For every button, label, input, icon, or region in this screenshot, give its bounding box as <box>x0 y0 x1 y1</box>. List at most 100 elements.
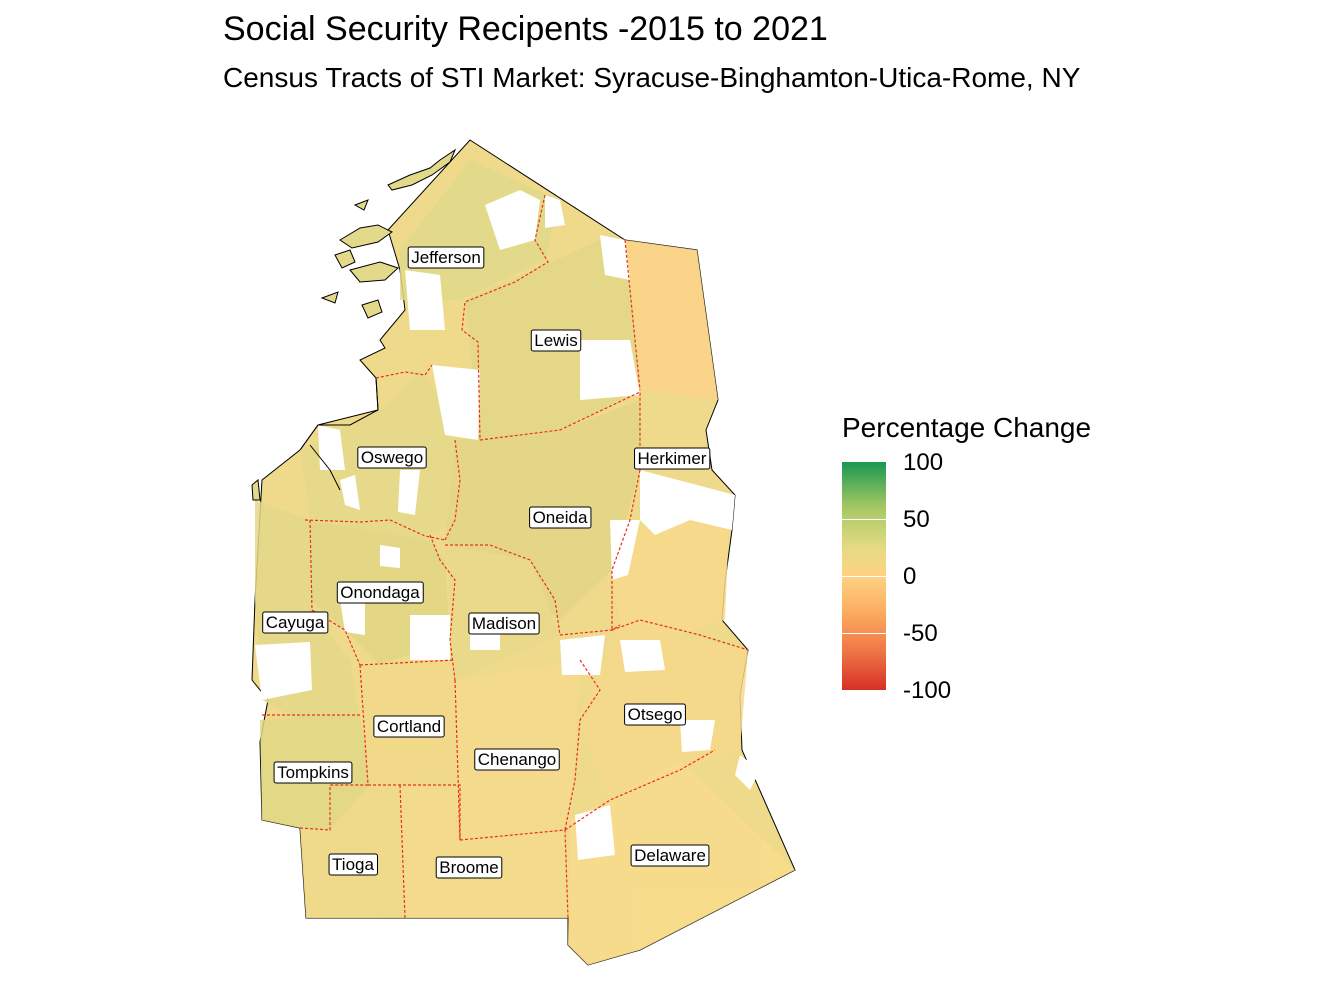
no-data-tract <box>600 235 630 280</box>
county-label-tioga: Tioga <box>328 853 378 876</box>
county-label-box <box>630 844 710 867</box>
county-label-box <box>407 246 485 269</box>
no-data-tract <box>432 365 480 440</box>
county-label-box <box>435 856 503 879</box>
legend-tickmark <box>842 576 886 577</box>
county-label-cortland: Cortland <box>373 715 445 738</box>
legend-tick-label: 50 <box>903 506 930 533</box>
county-label-text: Oswego <box>361 448 423 467</box>
tract-patch <box>400 785 568 918</box>
county-label-box <box>328 853 378 876</box>
county-label-jefferson: Jefferson <box>407 246 485 269</box>
tract-patch <box>625 240 718 400</box>
county-label-delaware: Delaware <box>630 844 710 867</box>
county-label-text: Jefferson <box>411 248 481 267</box>
shoreline-segment <box>299 377 379 451</box>
county-label-box <box>262 611 329 634</box>
border-herkimer-otsego <box>611 619 749 651</box>
island <box>349 261 399 283</box>
no-data-tract <box>640 470 735 535</box>
tract-patch <box>300 785 405 918</box>
island <box>251 479 261 501</box>
county-label-madison: Madison <box>468 612 540 635</box>
no-data-tract <box>398 470 420 515</box>
no-data-tract <box>410 615 450 660</box>
no-data-tracts <box>255 190 760 860</box>
no-data-tract <box>255 642 312 700</box>
border-jefferson-oswego <box>375 364 433 379</box>
island <box>353 199 369 211</box>
no-data-tract <box>405 270 445 330</box>
county-label-box <box>530 329 582 352</box>
county-label-lewis: Lewis <box>530 329 582 352</box>
tract-patches <box>255 160 795 965</box>
county-label-text: Cortland <box>377 717 441 736</box>
tract-patch <box>612 500 730 640</box>
county-label-broome: Broome <box>435 856 503 879</box>
county-label-text: Herkimer <box>638 449 707 468</box>
border-lewis-herkimer <box>624 239 641 391</box>
island <box>361 299 383 319</box>
no-data-tract <box>735 755 760 790</box>
island <box>387 148 457 191</box>
border-tompkins-tioga <box>299 785 331 831</box>
map-title: Social Security Recipents -2015 to 2021 <box>223 10 828 48</box>
border-cayuga-onondaga <box>309 519 361 666</box>
no-data-tract <box>470 630 500 650</box>
no-data-tract <box>485 190 540 250</box>
border-cayuga-cortland <box>359 659 456 666</box>
county-label-text: Cayuga <box>266 613 325 632</box>
shoreline <box>299 377 379 491</box>
county-label-text: Oneida <box>533 508 588 527</box>
border-otsego-delaware <box>564 749 716 831</box>
county-label-text: Broome <box>439 858 499 877</box>
county-label-box <box>273 761 353 784</box>
county-label-box <box>336 581 424 604</box>
island <box>334 249 356 269</box>
county-borders <box>262 194 749 919</box>
county-label-box <box>529 506 592 529</box>
island <box>339 224 393 249</box>
county-label-box <box>634 447 711 470</box>
county-label-box <box>357 446 427 469</box>
border-chenango-otsego <box>564 659 601 831</box>
legend-tick-label: 100 <box>903 449 944 476</box>
oneida-lake-edge <box>309 444 341 491</box>
no-data-tract <box>318 425 345 470</box>
county-label-tompkins: Tompkins <box>273 761 353 784</box>
island <box>320 291 339 304</box>
legend-tick-label: 0 <box>903 563 917 590</box>
county-label-box <box>468 612 540 635</box>
border-oswego-oneida-2 <box>444 439 461 541</box>
border-cortland-broome <box>368 784 461 840</box>
no-data-tract <box>575 805 615 860</box>
no-data-tract <box>580 340 640 400</box>
legend-tickmark <box>842 519 886 520</box>
county-label-herkimer: Herkimer <box>634 447 711 470</box>
county-label-text: Tioga <box>332 855 374 874</box>
border-oswego-oneida <box>479 391 641 470</box>
no-data-tract <box>620 640 665 672</box>
county-label-text: Delaware <box>634 846 706 865</box>
county-label-box <box>624 703 686 726</box>
no-data-tract <box>340 600 365 635</box>
border-jefferson-lewis <box>461 194 549 441</box>
county-label-text: Madison <box>472 614 536 633</box>
border-cortland-chenango <box>454 679 461 841</box>
county-label-box <box>373 715 445 738</box>
border-tioga-broome <box>399 784 406 919</box>
lake-islands <box>251 148 457 501</box>
county-label-onondaga: Onondaga <box>336 581 424 604</box>
border-oneida-herkimer <box>611 469 641 630</box>
no-data-tract <box>680 720 715 752</box>
county-label-otsego: Otsego <box>624 703 686 726</box>
legend-tick-label: -100 <box>903 677 952 704</box>
no-data-tract <box>545 195 565 228</box>
no-data-tract <box>560 635 605 675</box>
legend-title: Percentage Change <box>842 412 1092 443</box>
county-label-cayuga: Cayuga <box>262 611 329 634</box>
county-label-oneida: Oneida <box>529 506 592 529</box>
legend-tickmark <box>842 633 886 634</box>
border-oswego-onondaga <box>304 519 446 541</box>
